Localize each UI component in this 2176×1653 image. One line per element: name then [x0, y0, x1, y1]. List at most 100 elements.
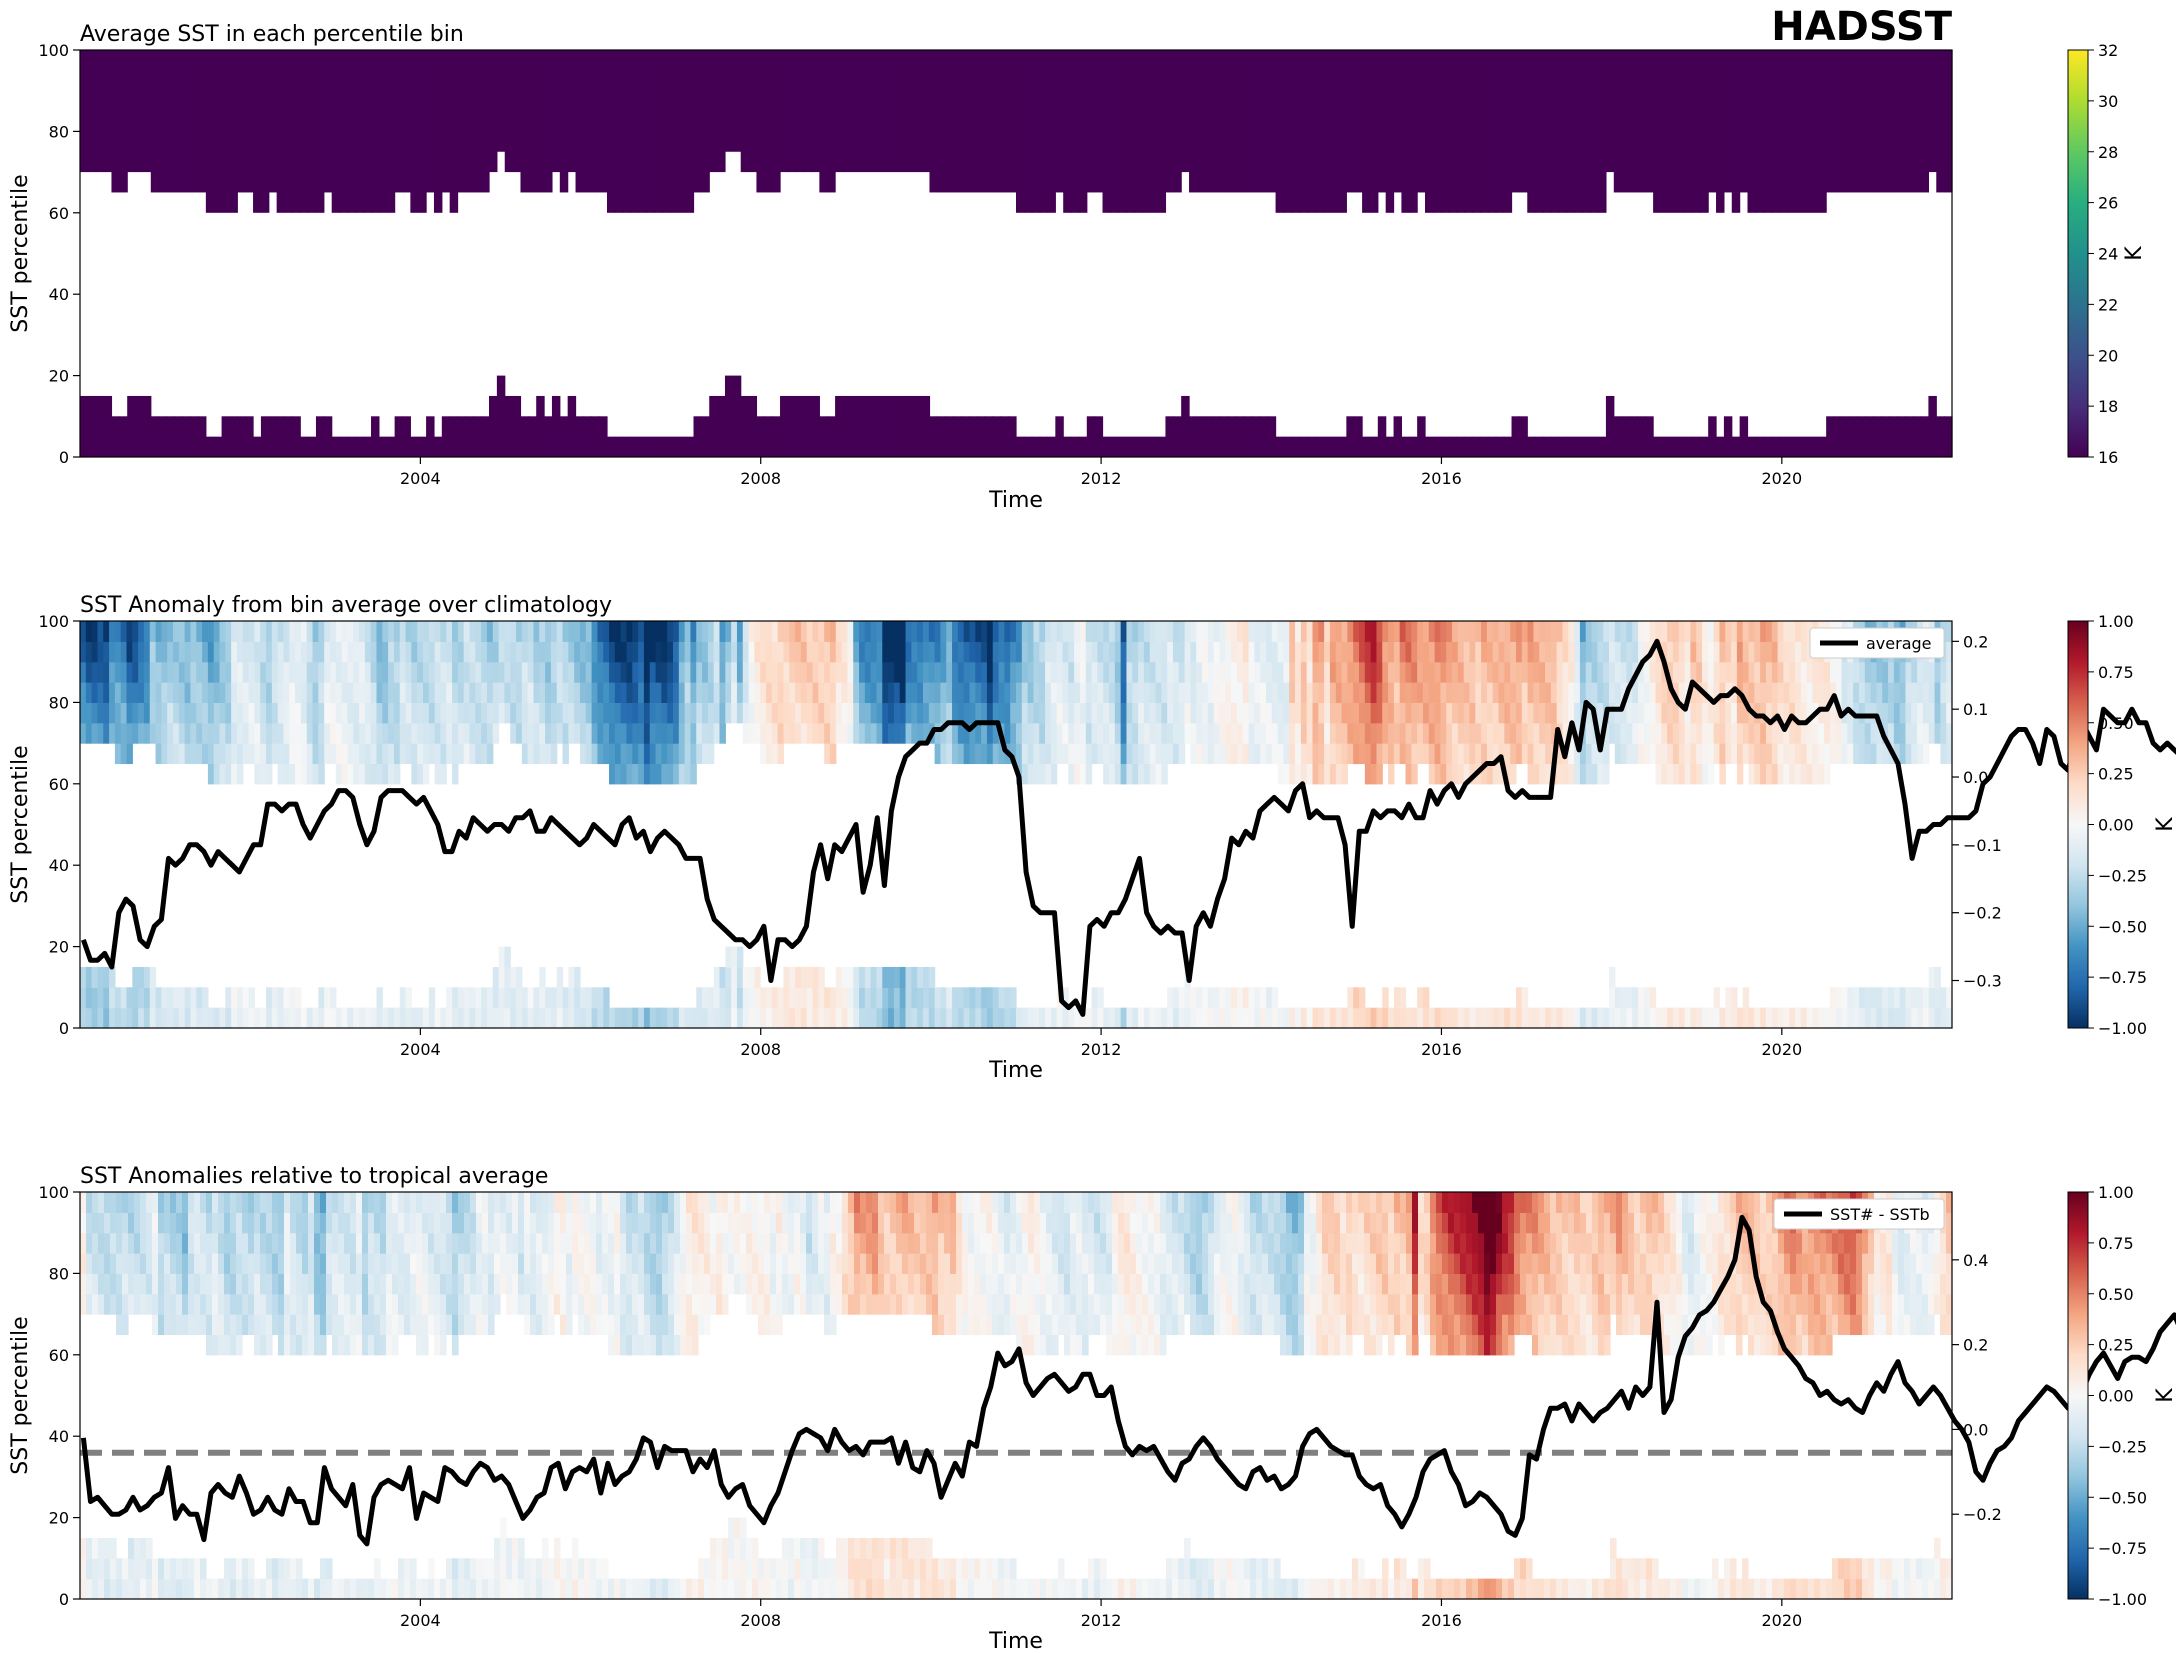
heatmap-cell	[1207, 621, 1215, 642]
y-tick-label: 0	[59, 448, 69, 467]
heatmap-cell	[1492, 763, 1500, 785]
heatmap-cell	[1719, 763, 1726, 785]
heatmap-cell	[188, 1212, 195, 1234]
heatmap-cell	[1463, 621, 1471, 642]
heatmap-cell	[510, 1007, 517, 1029]
heatmap-cell	[494, 1558, 501, 1580]
heatmap-cell	[161, 1007, 168, 1029]
heatmap-cell	[1858, 987, 1866, 1009]
heatmap-cell	[836, 1293, 843, 1315]
right-axis-ticks: 0.20.10.0−0.1−0.2−0.3	[1952, 632, 2002, 991]
heatmap-cell	[1312, 722, 1319, 744]
heatmap-cell	[440, 661, 447, 683]
heatmap-cell	[138, 1007, 145, 1029]
heatmap-cell	[667, 1007, 674, 1029]
heatmap-cell	[306, 702, 314, 724]
heatmap-cell	[218, 1293, 225, 1315]
heatmap-cell	[1120, 702, 1128, 724]
heatmap-cell	[1585, 702, 1593, 724]
heatmap-cell	[686, 1212, 693, 1234]
heatmap-cell	[957, 641, 965, 663]
heatmap-cell	[1824, 763, 1831, 785]
heatmap-cell	[488, 1253, 495, 1274]
heatmap-cell	[85, 966, 93, 988]
heatmap-cell	[1829, 682, 1837, 703]
heatmap-cell	[1353, 1007, 1360, 1029]
heatmap-cell	[776, 1578, 783, 1600]
heatmap-cell	[1655, 702, 1662, 724]
heatmap-cell	[1777, 661, 1785, 683]
heatmap-cell	[1928, 682, 1936, 703]
heatmap-cell	[1167, 621, 1174, 642]
upper-band-cell	[827, 50, 836, 193]
heatmap-cell	[1783, 621, 1790, 642]
heatmap-cell	[347, 763, 354, 785]
heatmap-cell	[527, 621, 535, 642]
upper-band-cell	[1055, 50, 1064, 193]
lower-band-cell	[1432, 436, 1442, 457]
heatmap-cell	[754, 1007, 761, 1029]
heatmap-cell	[969, 1007, 976, 1029]
heatmap-cell	[506, 1578, 513, 1600]
heatmap-cell	[434, 1212, 441, 1234]
heatmap-cell	[1818, 682, 1825, 703]
heatmap-cell	[609, 722, 616, 744]
heatmap-cell	[975, 1007, 982, 1029]
heatmap-cell	[1184, 722, 1192, 744]
heatmap-cell	[742, 661, 750, 683]
heatmap-cell	[1056, 1007, 1064, 1029]
heatmap-cell	[1046, 1314, 1053, 1336]
heatmap-cell	[609, 763, 616, 785]
heatmap-cell	[602, 1192, 609, 1213]
heatmap-cell	[597, 641, 604, 663]
heatmap-cell	[470, 1232, 477, 1254]
heatmap-cell	[1428, 722, 1436, 744]
upper-band-cell	[103, 50, 113, 173]
heatmap-cell	[716, 1558, 723, 1580]
heatmap-cell	[1329, 621, 1337, 642]
heatmap-cell	[893, 641, 901, 663]
heatmap-cell	[326, 1232, 333, 1254]
heatmap-cell	[260, 722, 267, 744]
heatmap-cell	[440, 743, 447, 765]
heatmap-cell	[464, 1558, 471, 1580]
heatmap-cell	[1312, 682, 1319, 703]
heatmap-cell	[766, 987, 773, 1009]
heatmap-cell	[1289, 702, 1296, 724]
heatmap-cell	[632, 1007, 639, 1029]
heatmap-cell	[1376, 722, 1383, 744]
heatmap-cell	[722, 1558, 729, 1580]
heatmap-cell	[92, 1558, 99, 1580]
heatmap-cell	[1040, 1232, 1047, 1254]
heatmap-cell	[332, 1192, 339, 1213]
heatmap-cell	[771, 1007, 779, 1029]
heatmap-cell	[140, 1537, 147, 1559]
heatmap-cell	[368, 1334, 375, 1356]
heatmap-cell	[1265, 987, 1273, 1009]
heatmap-cell	[527, 702, 535, 724]
heatmap-cell	[962, 1232, 969, 1254]
heatmap-cell	[1058, 1253, 1065, 1274]
heatmap-cell	[184, 722, 192, 744]
heatmap-cell	[1289, 722, 1296, 744]
heatmap-cell	[283, 682, 290, 703]
heatmap-cell	[1812, 682, 1819, 703]
heatmap-cell	[1539, 682, 1546, 703]
heatmap-cell	[271, 1007, 279, 1029]
heatmap-cell	[932, 1558, 939, 1580]
heatmap-cell	[463, 743, 471, 765]
heatmap-cell	[1614, 722, 1622, 744]
heatmap-cell	[938, 1293, 945, 1315]
heatmap-cell	[1428, 763, 1436, 785]
lower-band-cell	[237, 416, 246, 457]
heatmap-cell	[1446, 763, 1453, 785]
heatmap-cell	[1132, 1007, 1139, 1029]
heatmap-cell	[893, 987, 901, 1009]
heatmap-cell	[1359, 621, 1366, 642]
heatmap-cell	[335, 722, 343, 744]
heatmap-cell	[644, 1232, 651, 1254]
heatmap-cell	[266, 682, 273, 703]
heatmap-cell	[734, 1558, 741, 1580]
heatmap-cell	[1574, 763, 1581, 785]
heatmap-cell	[1539, 661, 1546, 683]
